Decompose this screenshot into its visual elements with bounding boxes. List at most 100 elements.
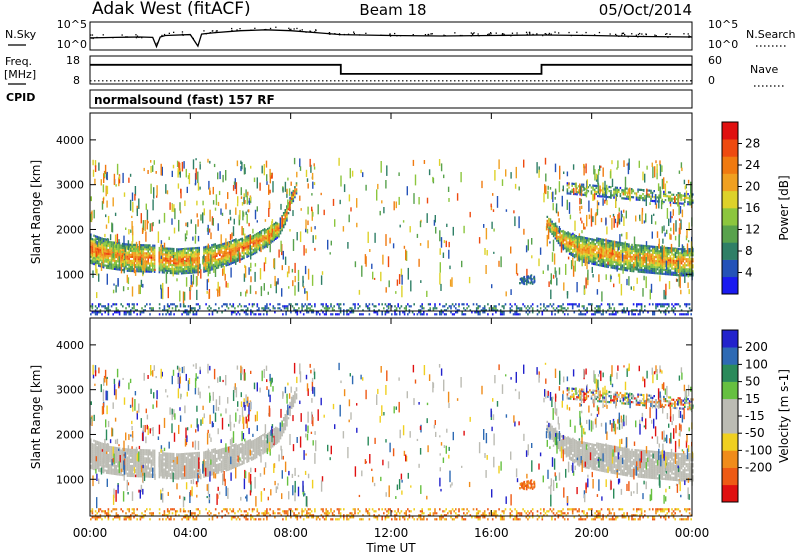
power-cell [170, 303, 172, 306]
power-cell [557, 309, 560, 312]
noise-search-point [654, 34, 656, 36]
power-cell [621, 242, 624, 245]
power-cell [95, 251, 97, 258]
power-cell [103, 173, 105, 183]
power-cell [554, 231, 557, 236]
power-cell [571, 188, 573, 191]
power-cell [608, 246, 611, 249]
power-cell [531, 309, 534, 312]
power-cell [642, 256, 644, 260]
power-cell [685, 185, 687, 189]
power-cell [169, 251, 172, 254]
noise-search-point [211, 30, 213, 32]
power-cell [660, 256, 662, 259]
power-cell [286, 271, 289, 278]
power-cell [421, 305, 423, 308]
power-cell [164, 263, 167, 266]
power-cell [600, 262, 603, 265]
power-cell [440, 313, 443, 316]
power-cell [667, 191, 670, 194]
power-cell [644, 248, 646, 252]
power-cell [128, 313, 130, 316]
velocity-cell [104, 465, 106, 468]
power-cell [543, 303, 545, 306]
power-cell [179, 290, 181, 302]
power-cell [596, 261, 598, 264]
power-cell [611, 178, 614, 188]
power-cell [339, 199, 341, 205]
power-cell [648, 253, 651, 256]
power-cell [234, 178, 236, 189]
power-cell [123, 255, 125, 260]
power-cell [101, 255, 103, 258]
power-cell [177, 250, 180, 253]
power-cell [666, 269, 668, 272]
power-cell [586, 309, 588, 312]
power-cell [526, 275, 528, 278]
power-cell [568, 232, 571, 235]
power-cell [635, 192, 638, 195]
power-cell [650, 269, 652, 272]
power-cell [102, 246, 105, 249]
power-cell [663, 266, 665, 269]
power-cell [597, 237, 600, 240]
power-cell [692, 254, 694, 257]
power-cell [588, 257, 590, 260]
power-cell [504, 303, 507, 306]
power-cell [128, 263, 130, 266]
power-cell [147, 260, 149, 263]
power-cell [177, 268, 180, 271]
power-cell [343, 303, 345, 306]
power-cell [134, 186, 137, 196]
power-cell [230, 267, 232, 278]
power-cell [663, 200, 665, 204]
noise-search-point [396, 35, 398, 37]
power-cell [309, 158, 311, 167]
power-cell [653, 269, 656, 273]
power-cell [187, 259, 189, 262]
power-cell [573, 182, 575, 185]
power-cell [621, 246, 624, 249]
power-cell [241, 247, 244, 250]
power-cell [102, 242, 105, 245]
power-cell [192, 274, 195, 285]
power-cell [207, 243, 209, 249]
power-cell [231, 243, 234, 246]
power-cell [412, 159, 415, 166]
power-cell [663, 258, 665, 261]
power-cell [312, 311, 315, 314]
velocity-cell [102, 445, 105, 448]
power-cell [195, 313, 198, 316]
power-cell [149, 268, 151, 271]
power-cell [264, 257, 267, 264]
power-cell [605, 311, 608, 314]
velocity-cell [104, 447, 106, 450]
power-cell [688, 260, 691, 263]
power-cell [314, 303, 316, 306]
power-cell [671, 303, 673, 306]
power-cell [149, 244, 151, 247]
power-cell [592, 313, 595, 316]
power-cell [250, 248, 252, 260]
power-cell [608, 239, 611, 243]
power-cell [190, 307, 193, 310]
power-cell [250, 309, 252, 312]
power-cell [235, 313, 238, 316]
power-cell [101, 313, 103, 316]
power-cell [196, 253, 199, 256]
power-cell [107, 307, 110, 310]
power-cell [289, 200, 291, 211]
power-cell [231, 259, 234, 262]
power-cell [251, 253, 253, 256]
power-cell [250, 262, 252, 269]
power-cell [664, 311, 667, 314]
power-cell [131, 307, 134, 310]
power-cell [434, 305, 436, 308]
power-cell [162, 313, 164, 316]
power-cell [93, 246, 95, 249]
power-cell [492, 209, 495, 212]
power-cell [125, 251, 127, 254]
power-cell [307, 220, 309, 226]
power-cell [301, 303, 303, 306]
power-cell [307, 183, 309, 189]
